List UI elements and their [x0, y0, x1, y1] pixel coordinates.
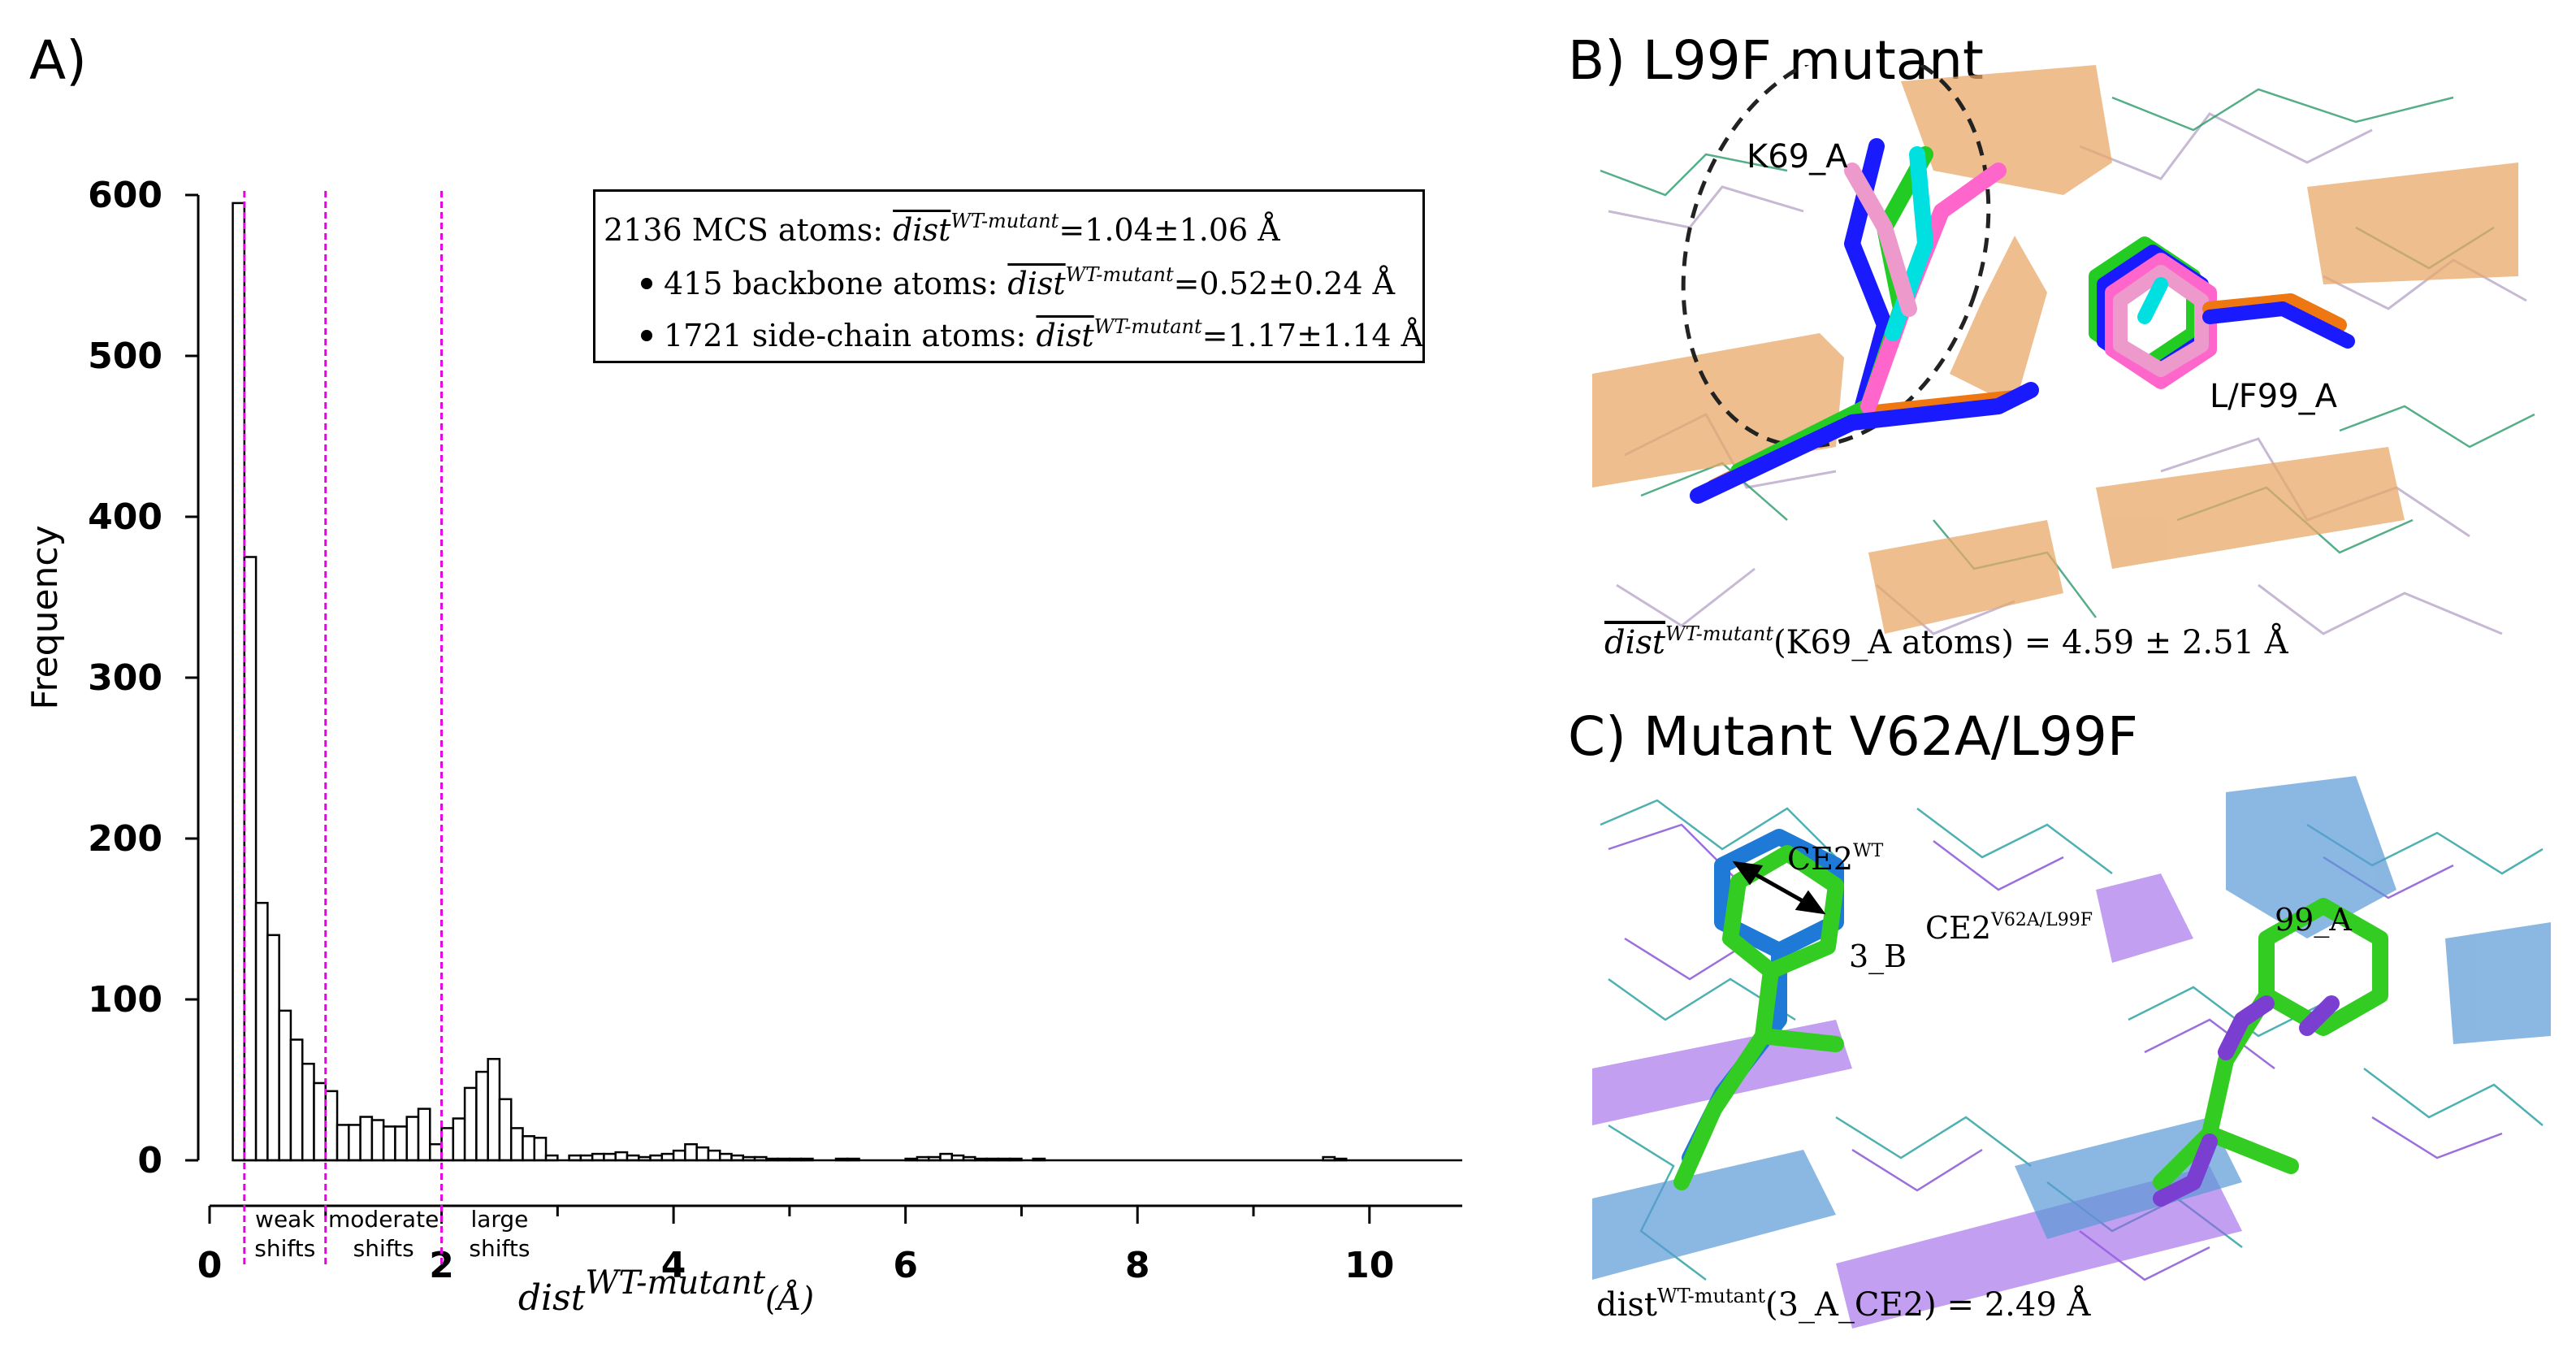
histogram-bar: [522, 1135, 536, 1162]
bullet-icon: [641, 330, 652, 341]
y-tick-label: 0: [137, 1140, 162, 1181]
region-label: shifts: [254, 1235, 315, 1262]
panel-c-caption: distWT-mutant(3_A_CE2) = 2.49 Å: [1596, 1285, 2091, 1324]
atom-label-ce2-mutant: CE2V62A/L99F: [1925, 910, 2093, 946]
histogram-bar: [301, 1062, 315, 1162]
stats-line-sidechain: 1721 side-chain atoms: distWT-mutant=1.1…: [641, 315, 1423, 353]
residue-label-3b: 3_B: [1849, 938, 1907, 974]
y-tick-label: 500: [88, 336, 162, 377]
histogram-bar: [254, 901, 269, 1162]
histogram-bar: [266, 934, 280, 1162]
histogram-bar: [324, 1090, 339, 1162]
v62a-l99f-structure-render: [1592, 776, 2551, 1328]
bullet-icon: [641, 278, 652, 289]
histogram-bar: [614, 1151, 629, 1162]
histogram-bar: [498, 1098, 513, 1162]
histogram-bar: [452, 1117, 466, 1162]
y-tick-label: 300: [88, 657, 162, 699]
x-tick-label: 4: [661, 1245, 686, 1286]
region-label: large: [470, 1206, 528, 1233]
atom-label-ce2-wt: CE2WT: [1787, 841, 1884, 877]
histogram-bar: [394, 1125, 408, 1162]
l99f-structure-render: [1592, 65, 2535, 635]
histogram-bar: [463, 1086, 478, 1162]
stats-line-mcs: 2136 MCS atoms: distWT-mutant=1.04±1.06 …: [604, 210, 1280, 248]
residue-label-k69: K69_A: [1747, 138, 1848, 176]
histogram-bar: [313, 1081, 327, 1162]
histogram-bar: [429, 1142, 443, 1162]
y-tick-label: 200: [88, 818, 162, 860]
histogram-bar: [672, 1149, 686, 1162]
x-tick-label: 8: [1125, 1245, 1150, 1286]
stats-line-backbone: 415 backbone atoms: distWT-mutant=0.52±0…: [641, 263, 1395, 301]
panel-b-caption: distWT-mutant(K69_A atoms) = 4.59 ± 2.51…: [1604, 622, 2288, 661]
y-tick-label: 100: [88, 979, 162, 1021]
histogram-bar: [440, 1127, 455, 1162]
x-axis-label: distWT-mutant(Å): [518, 1264, 814, 1319]
y-tick-label: 400: [88, 496, 162, 538]
histogram-bar: [382, 1125, 396, 1162]
histogram-bar: [707, 1149, 721, 1162]
stats-legend: 2136 MCS atoms: distWT-mutant=1.04±1.06 …: [593, 189, 1425, 363]
panel-b-structure-image: K69_A L/F99_A distWT-mutant(K69_A atoms)…: [1592, 65, 2551, 674]
y-axis-label: Frequency: [24, 525, 66, 709]
histogram-bar: [533, 1137, 548, 1162]
residue-label-99a: 99_A: [2275, 902, 2352, 938]
panel-a-label: A): [29, 29, 87, 92]
histogram-bar: [695, 1146, 710, 1162]
histogram-bar: [684, 1142, 698, 1162]
region-label: moderate: [328, 1206, 439, 1233]
x-axis: 0 2 4 6 8 10: [197, 1204, 1462, 1286]
x-tick-label: 6: [893, 1245, 918, 1286]
region-label: shifts: [469, 1235, 530, 1262]
region-label: weak: [255, 1206, 315, 1233]
histogram-bar: [405, 1116, 420, 1162]
histogram-bar: [370, 1119, 385, 1162]
histogram-bar: [232, 202, 246, 1162]
residue-label-f99: L/F99_A: [2210, 378, 2338, 415]
histogram-bar: [336, 1124, 350, 1162]
y-tick-label: 600: [88, 175, 162, 216]
histogram-bar: [417, 1107, 431, 1162]
x-tick-label: 10: [1344, 1245, 1394, 1286]
panel-c-structure-image: CE2WT CE2V62A/L99F 3_B 99_A distWT-mutan…: [1592, 776, 2551, 1328]
histogram-bar: [278, 1009, 292, 1162]
histogram-bar: [243, 556, 258, 1162]
region-label: shifts: [353, 1235, 414, 1262]
panel-c-label: C) Mutant V62A/L99F: [1568, 705, 2138, 768]
histogram-bar: [289, 1038, 304, 1162]
histogram-bar: [509, 1127, 524, 1162]
histogram-bar: [359, 1116, 374, 1162]
histogram-bar: [475, 1070, 489, 1162]
y-axis: 0 100 200 300 400 500 600: [88, 175, 200, 1181]
x-tick-label: 0: [197, 1245, 223, 1286]
bars: [232, 202, 1462, 1162]
histogram-bar: [487, 1058, 501, 1162]
histogram-bar: [348, 1124, 362, 1162]
